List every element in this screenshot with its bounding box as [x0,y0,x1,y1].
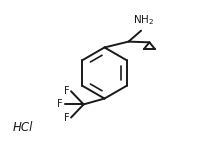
Text: HCl: HCl [13,120,33,134]
Text: F: F [64,113,69,123]
Text: F: F [57,99,63,109]
Text: NH$_2$: NH$_2$ [133,13,154,27]
Text: F: F [64,86,69,95]
